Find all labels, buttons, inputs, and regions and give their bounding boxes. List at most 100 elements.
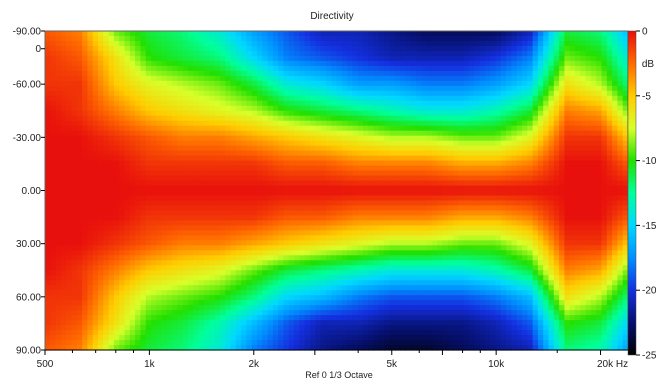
heatmap-cell bbox=[272, 245, 279, 251]
heatmap-cell bbox=[357, 55, 364, 62]
heatmap-cell bbox=[272, 115, 279, 122]
heatmap-cell bbox=[219, 160, 226, 167]
heatmap-cell bbox=[336, 120, 343, 127]
heatmap-cell bbox=[214, 105, 221, 112]
heatmap-cell bbox=[357, 210, 364, 217]
heatmap-cell bbox=[522, 130, 528, 137]
heatmap-cell bbox=[416, 140, 422, 147]
heatmap-cell bbox=[421, 225, 428, 231]
heatmap-cell bbox=[151, 130, 157, 137]
heatmap-cell bbox=[580, 31, 587, 37]
heatmap-cell bbox=[612, 160, 618, 167]
heatmap-cell bbox=[113, 140, 120, 147]
heatmap-cell bbox=[166, 255, 173, 261]
heatmap-cell bbox=[267, 230, 274, 236]
heatmap-cell bbox=[119, 180, 126, 187]
heatmap-cell bbox=[204, 235, 210, 241]
heatmap-cell bbox=[299, 160, 306, 167]
heatmap-cell bbox=[410, 31, 417, 37]
heatmap-cell bbox=[320, 80, 327, 87]
heatmap-cell bbox=[580, 215, 587, 221]
heatmap-cell bbox=[341, 210, 348, 217]
heatmap-cell bbox=[315, 85, 322, 92]
heatmap-cell bbox=[166, 200, 173, 207]
heatmap-cell bbox=[357, 95, 364, 102]
heatmap-cell bbox=[188, 175, 194, 182]
heatmap-cell bbox=[235, 95, 242, 102]
heatmap-cell bbox=[553, 105, 560, 112]
heatmap-cell bbox=[304, 90, 311, 97]
heatmap-cell bbox=[400, 250, 406, 256]
heatmap-cell bbox=[368, 105, 375, 112]
heatmap-cell bbox=[60, 220, 67, 226]
heatmap-cell bbox=[479, 70, 486, 77]
heatmap-cell bbox=[140, 255, 147, 261]
heatmap-cell bbox=[135, 40, 141, 47]
heatmap-cell bbox=[267, 165, 274, 172]
heatmap-cell bbox=[156, 35, 163, 42]
heatmap-cell bbox=[553, 125, 560, 132]
heatmap-cell bbox=[103, 220, 110, 226]
heatmap-cell bbox=[484, 170, 491, 177]
heatmap-cell bbox=[98, 31, 104, 37]
heatmap-cell bbox=[113, 120, 120, 127]
heatmap-cell bbox=[357, 165, 364, 172]
heatmap-cell bbox=[113, 95, 120, 102]
heatmap-cell bbox=[198, 200, 205, 207]
heatmap-cell bbox=[590, 225, 597, 231]
heatmap-cell bbox=[172, 195, 179, 202]
heatmap-cell bbox=[596, 110, 603, 117]
heatmap-cell bbox=[71, 65, 78, 72]
heatmap-cell bbox=[310, 190, 316, 197]
heatmap-cell bbox=[405, 70, 412, 77]
heatmap-cell bbox=[230, 120, 237, 127]
heatmap-cell bbox=[45, 210, 51, 217]
heatmap-cell bbox=[235, 215, 242, 221]
heatmap-cell bbox=[288, 130, 295, 137]
heatmap-cell bbox=[410, 110, 417, 117]
heatmap-cell bbox=[453, 165, 459, 172]
heatmap-cell bbox=[426, 190, 433, 197]
heatmap-cell bbox=[230, 185, 237, 192]
heatmap-cell bbox=[145, 35, 152, 42]
heatmap-cell bbox=[204, 250, 210, 256]
heatmap-cell bbox=[294, 65, 300, 72]
heatmap-cell bbox=[522, 235, 528, 241]
heatmap-cell bbox=[500, 215, 507, 221]
heatmap-cell bbox=[442, 115, 449, 122]
heatmap-cell bbox=[622, 145, 629, 152]
heatmap-cell bbox=[267, 135, 274, 142]
heatmap-cell bbox=[580, 170, 587, 177]
heatmap-cell bbox=[235, 210, 242, 217]
heatmap-cell bbox=[553, 245, 560, 251]
heatmap-cell bbox=[45, 235, 51, 241]
heatmap-cell bbox=[474, 245, 481, 251]
heatmap-cell bbox=[537, 185, 544, 192]
heatmap-cell bbox=[299, 125, 306, 132]
heatmap-cell bbox=[225, 75, 232, 82]
heatmap-cell bbox=[490, 155, 497, 162]
heatmap-cell bbox=[622, 135, 629, 142]
heatmap-cell bbox=[596, 45, 603, 52]
heatmap-cell bbox=[511, 85, 518, 92]
heatmap-cell bbox=[55, 205, 62, 212]
heatmap-cell bbox=[60, 45, 67, 52]
heatmap-cell bbox=[119, 135, 126, 142]
heatmap-cell bbox=[55, 245, 62, 251]
heatmap-cell bbox=[103, 200, 110, 207]
heatmap-cell bbox=[166, 225, 173, 231]
heatmap-cell bbox=[522, 230, 528, 236]
heatmap-cell bbox=[151, 150, 157, 157]
heatmap-cell bbox=[347, 95, 353, 102]
heatmap-cell bbox=[575, 75, 581, 82]
heatmap-cell bbox=[469, 80, 475, 87]
heatmap-cell bbox=[214, 240, 221, 246]
heatmap-cell bbox=[251, 200, 258, 207]
heatmap-cell bbox=[421, 45, 428, 52]
heatmap-cell bbox=[145, 165, 152, 172]
heatmap-cell bbox=[484, 200, 491, 207]
heatmap-cell bbox=[214, 160, 221, 167]
heatmap-cell bbox=[119, 140, 126, 147]
heatmap-cell bbox=[198, 100, 205, 107]
heatmap-cell bbox=[156, 85, 163, 92]
